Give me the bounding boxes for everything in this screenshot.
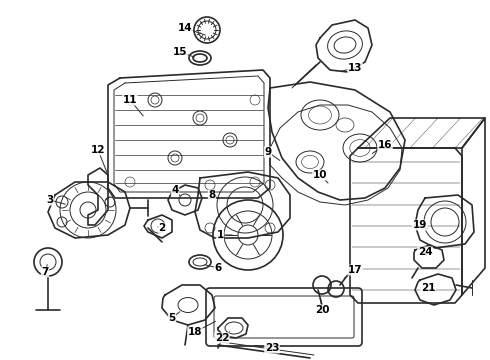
Text: 24: 24	[417, 247, 432, 257]
Text: 17: 17	[348, 265, 362, 275]
Text: 11: 11	[123, 95, 137, 105]
Text: 1: 1	[217, 230, 223, 240]
Text: 4: 4	[172, 185, 179, 195]
Text: 13: 13	[348, 63, 362, 73]
Text: 9: 9	[265, 147, 271, 157]
Text: 12: 12	[91, 145, 105, 155]
Text: 23: 23	[265, 343, 279, 353]
Text: 22: 22	[215, 333, 229, 343]
Text: 19: 19	[413, 220, 427, 230]
Text: 3: 3	[47, 195, 53, 205]
Text: 6: 6	[215, 263, 221, 273]
Text: 20: 20	[315, 305, 329, 315]
Text: 8: 8	[208, 190, 216, 200]
Text: 16: 16	[378, 140, 392, 150]
Text: 2: 2	[158, 223, 166, 233]
Text: 21: 21	[421, 283, 435, 293]
Text: 15: 15	[173, 47, 187, 57]
Text: 18: 18	[188, 327, 202, 337]
Text: 10: 10	[313, 170, 327, 180]
Text: 5: 5	[169, 313, 175, 323]
Text: 7: 7	[41, 267, 49, 277]
Text: 14: 14	[178, 23, 192, 33]
